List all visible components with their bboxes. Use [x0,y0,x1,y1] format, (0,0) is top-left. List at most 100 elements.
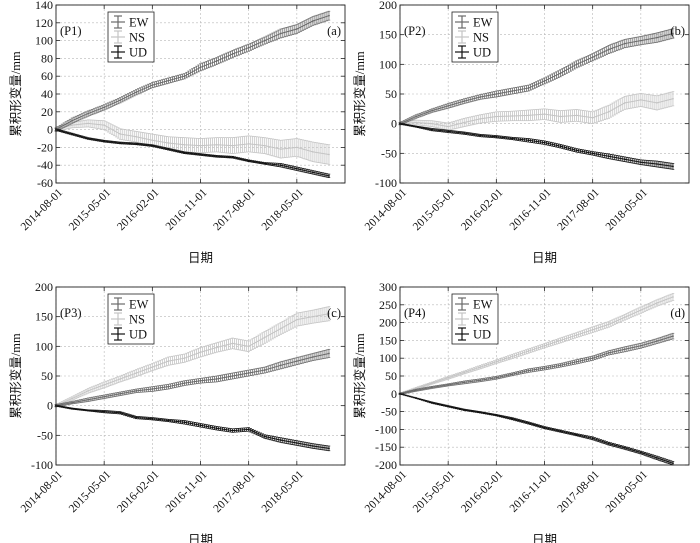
data-point [431,382,434,385]
data-point [655,302,658,304]
data-point [672,296,674,298]
series-ns [398,293,675,395]
data-point [215,60,218,62]
data-point [495,360,498,363]
data-point [215,155,218,158]
series-ew [54,348,331,408]
data-point [495,376,498,379]
legend-label-ns: NS [129,31,145,45]
data-point [263,336,266,339]
data-point [295,167,298,170]
data-point [431,386,434,389]
legend-label-ns: NS [473,31,489,45]
data-point [639,99,642,101]
series-line-ew [55,15,330,131]
data-point [183,357,186,360]
data-point [655,36,658,39]
data-point [119,99,122,102]
data-point [463,371,466,374]
legend-marker-ns [455,30,469,44]
panel-corner-label: (b) [670,24,685,38]
data-point [607,110,610,113]
data-point [199,424,202,427]
data-point [183,143,186,146]
data-point [511,373,514,376]
grid [399,286,689,466]
data-point [311,445,314,447]
data-point [328,14,330,17]
data-point [71,119,73,122]
series-ud [398,122,675,170]
data-point [247,428,250,431]
data-point [607,155,610,158]
x-tick-label: 2017-08-01 [211,469,258,516]
data-point [415,389,417,392]
y-tick-label: 100 [379,57,397,71]
x-tick-label: 2016-11-01 [508,187,554,233]
data-point [231,144,234,147]
data-point [167,79,170,82]
data-point [119,392,122,395]
series-ud [398,392,675,466]
data-point [559,115,562,118]
data-point [527,139,530,142]
data-point [639,39,642,42]
data-point [295,442,298,444]
data-point [495,115,498,118]
y-tick-label: 200 [379,0,397,12]
data-point [71,133,73,135]
legend-label-ns: NS [129,313,145,327]
data-point [463,132,466,135]
data-point [655,102,658,104]
data-point [71,407,73,410]
data-point [263,435,266,438]
data-point [231,375,234,377]
legend-marker-ew [111,15,125,29]
panel-tag: (P3) [60,306,82,320]
data-point [151,84,154,86]
data-point [591,152,594,155]
data-point [559,72,562,75]
legend-marker-ew [111,297,125,311]
data-point [591,116,594,119]
data-point [279,364,282,367]
series-line-ud [55,129,330,177]
data-point [607,351,610,354]
data-point [231,429,234,432]
x-tick-label: 2015-05-01 [67,187,114,234]
data-point [199,66,202,69]
series-line-ew [399,335,674,395]
data-point [231,342,234,345]
y-tick-label: 0 [391,117,397,131]
series-line-ns [399,98,674,128]
data-point [328,312,330,315]
data-point [511,115,514,117]
legend-label-ud: UD [129,46,147,60]
data-point [511,355,514,358]
series-ew [54,10,331,132]
series-line-ud [55,405,330,449]
data-point [623,348,626,351]
data-point [87,398,90,401]
data-point [167,385,170,388]
data-point [527,87,530,89]
data-point [103,106,106,109]
y-tick-label: -20 [37,140,53,154]
data-point [311,20,314,22]
series-line-ns [55,122,330,156]
x-tick-label: 2018-05-01 [260,187,307,234]
data-point [543,367,546,370]
data-point [543,344,546,347]
data-point [279,327,282,330]
data-point [623,158,626,161]
series-ew [398,332,675,395]
y-tick-label: 50 [385,87,397,101]
data-point [655,163,658,165]
x-tick-label: 2016-02-01 [115,469,162,516]
data-point [135,372,138,374]
data-point [591,328,594,331]
x-axis-label: 日期 [532,251,557,265]
x-tick-label: 2014-08-01 [19,187,66,234]
data-point [311,171,314,174]
